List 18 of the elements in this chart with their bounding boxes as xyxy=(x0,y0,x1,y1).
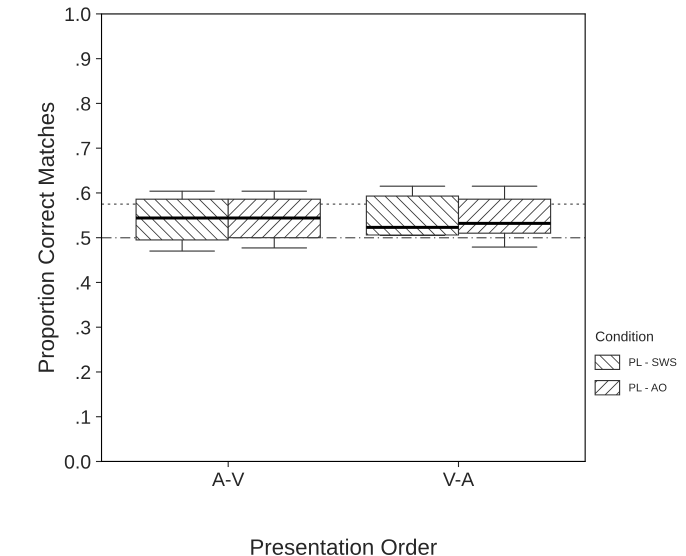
legend-title: Condition xyxy=(596,331,653,342)
y-tick-label: .2 xyxy=(76,365,90,380)
legend-label: PL - SWS xyxy=(629,358,676,366)
y-tick-label: .1 xyxy=(76,410,90,424)
y-axis-title: Proportion Correct Matches xyxy=(38,102,59,372)
y-tick-label: .5 xyxy=(76,231,90,245)
legend-label: PL - AO xyxy=(629,384,666,392)
y-tick-label: .9 xyxy=(76,52,90,66)
y-tick-label: .8 xyxy=(76,96,90,111)
x-tick-label: V-A xyxy=(442,472,474,486)
x-axis-title: Presentation Order xyxy=(251,538,437,555)
y-tick-label: .4 xyxy=(76,276,91,290)
y-tick-label: 1.0 xyxy=(66,7,90,22)
y-tick-label: .6 xyxy=(76,186,90,200)
x-tick-label: A-V xyxy=(212,472,244,486)
y-tick-label: .7 xyxy=(76,142,90,156)
y-tick-label: .3 xyxy=(76,320,90,334)
y-tick-label: 0.0 xyxy=(64,454,90,469)
